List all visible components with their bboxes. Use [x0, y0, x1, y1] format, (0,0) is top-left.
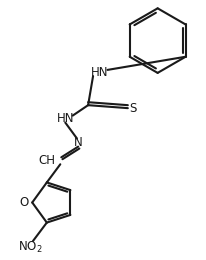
Text: HN: HN	[56, 112, 74, 125]
Text: CH: CH	[39, 154, 56, 167]
Text: S: S	[129, 102, 136, 115]
Text: NO$_2$: NO$_2$	[18, 240, 43, 255]
Text: HN: HN	[91, 66, 108, 79]
Text: N: N	[74, 136, 82, 149]
Text: O: O	[19, 196, 28, 209]
